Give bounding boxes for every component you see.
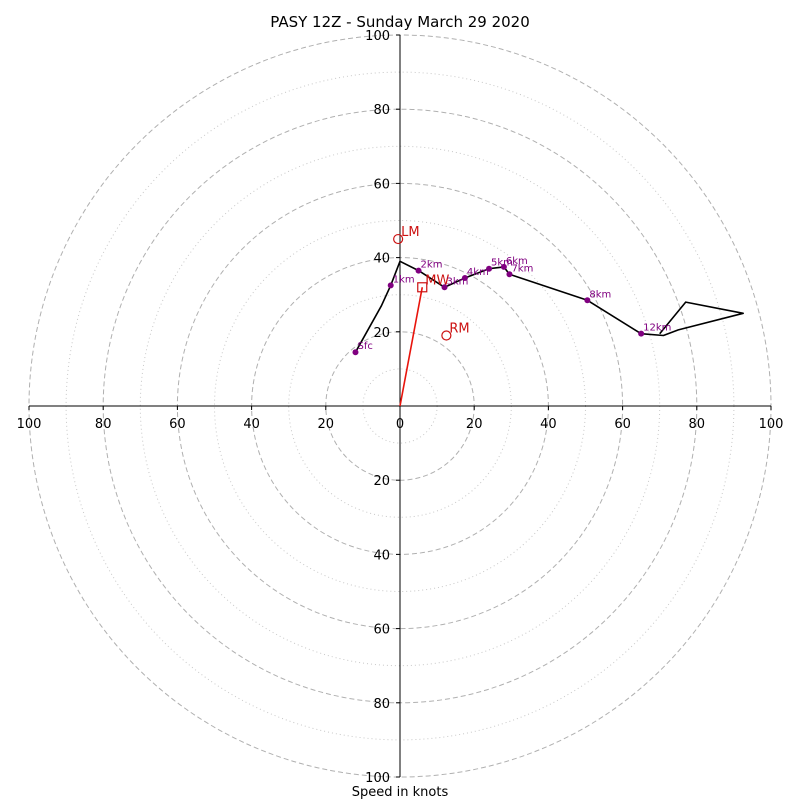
x-tick-label: 60 [614,417,631,432]
y-tick-label: 40 [373,548,390,563]
height-label-3km: 3km [447,276,469,287]
storm-motion-marker-mw [417,282,428,293]
x-tick-label: 40 [540,417,557,432]
height-label-4km: 4km [467,267,489,278]
y-tick-label: 40 [373,252,390,267]
x-tick-label: 60 [169,417,186,432]
storm-motion-label-lm: LM [401,225,419,240]
mean-wind-vector [399,287,424,407]
height-label-sfc: Sfc [357,341,372,352]
height-marker-5km [486,265,493,272]
storm-motion-marker-lm [393,233,404,245]
height-marker-7km [506,271,513,278]
x-tick-label: 100 [17,417,42,432]
height-label-8km: 8km [589,289,611,300]
y-tick-label: 60 [373,623,390,638]
y-tick-label: 20 [373,326,390,341]
height-label-7km: 7km [511,263,533,274]
x-axis-label: Speed in knots [352,785,449,800]
y-tick-label: 20 [373,474,390,489]
height-marker-3km [441,284,448,291]
height-marker-2km [415,267,422,274]
x-tick-label: 20 [318,417,335,432]
x-tick-label: 40 [243,417,260,432]
x-tick-label: 0 [396,417,404,432]
height-label-5km: 5km [491,258,513,269]
y-tick-label: 80 [373,697,390,712]
height-label-12km: 12km [643,323,671,334]
height-marker-6km [500,263,507,270]
y-tick-label: 60 [373,177,390,192]
storm-motion-marker-rm [441,330,452,341]
y-tick-label: 100 [365,29,390,44]
height-marker-8km [584,297,591,304]
y-tick-label: 80 [373,103,390,118]
y-tick-label: 100 [365,771,390,786]
x-tick-label: 20 [466,417,483,432]
height-label-2km: 2km [421,260,443,271]
x-tick-label: 80 [95,417,112,432]
height-marker-4km [461,275,468,282]
height-marker-1km [387,282,394,289]
storm-motion-label-rm: RM [449,322,469,337]
chart-title: PASY 12Z - Sunday March 29 2020 [270,13,530,31]
height-label-6km: 6km [506,256,528,267]
x-tick-label: 100 [759,417,784,432]
height-label-1km: 1km [393,274,415,285]
height-marker-sfc [352,349,359,356]
height-marker-12km [638,330,645,337]
tick-labels: 100 80 60 40 20 0 20 40 60 80 100 20 20 40 40 60 60 80 80 1… [17,29,784,786]
x-tick-label: 80 [689,417,706,432]
